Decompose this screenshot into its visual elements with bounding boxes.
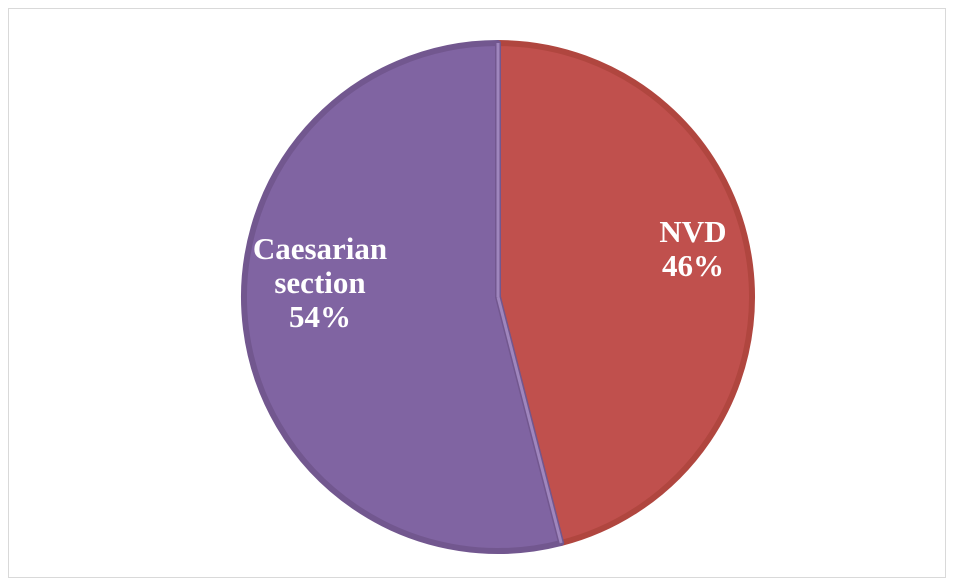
- slices-layer: [241, 40, 755, 554]
- slice-category-label: NVD: [659, 214, 726, 249]
- labels-layer: NVD 46% Caesarian section 54%: [253, 214, 727, 334]
- slice-label-nvd: NVD 46%: [659, 214, 726, 283]
- pie-slice-caesarian-section: [241, 40, 565, 554]
- pie-chart: NVD 46% Caesarian section 54%: [241, 40, 755, 554]
- slice-category-label: section: [274, 265, 365, 300]
- pie-slice-nvd: [495, 40, 755, 547]
- chart-frame: NVD 46% Caesarian section 54%: [8, 8, 946, 578]
- slice-label-caesarian-section: Caesarian section 54%: [253, 231, 387, 334]
- slice-percent-label: 46%: [662, 248, 724, 283]
- slice-separator: [496, 296, 563, 544]
- slice-percent-label: 54%: [289, 299, 351, 334]
- slice-category-label: Caesarian: [253, 231, 387, 266]
